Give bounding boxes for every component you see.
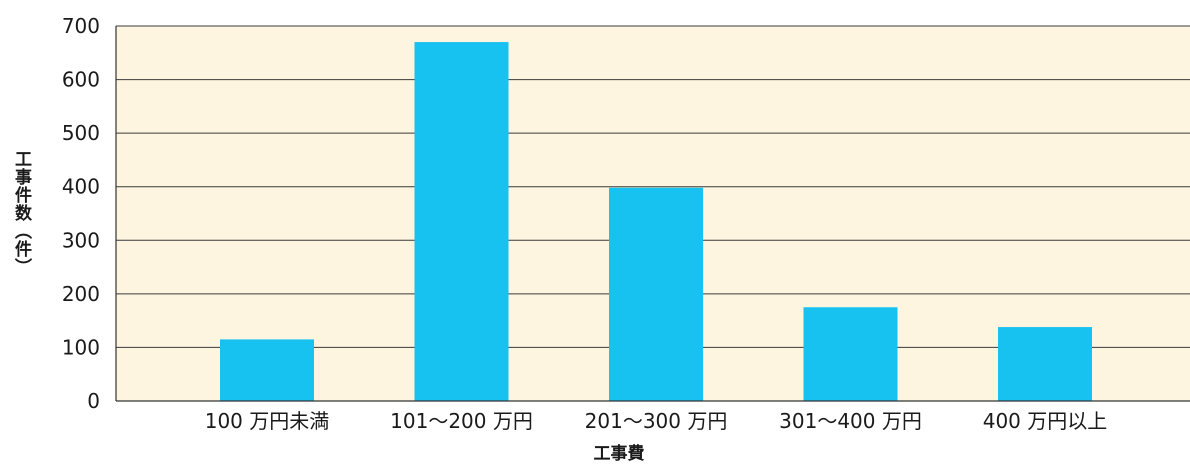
- bar: [998, 327, 1092, 401]
- y-tick-label: 0: [87, 389, 100, 413]
- y-tick-label: 500: [62, 121, 100, 145]
- axes: [115, 26, 1190, 402]
- bars: [220, 42, 1092, 401]
- y-axis-title: 工事件数（件）: [11, 150, 31, 276]
- y-tick-label: 300: [62, 228, 100, 252]
- y-tick-labels: 0 100 200 300 400 500 600 700: [62, 14, 100, 413]
- y-tick-label: 600: [62, 68, 100, 92]
- y-tick-label: 100: [62, 335, 100, 359]
- x-axis-title: 工事費: [594, 443, 645, 464]
- y-tick-label: 700: [62, 14, 100, 38]
- y-tick-label: 200: [62, 282, 100, 306]
- bar: [609, 187, 703, 401]
- bar: [414, 42, 509, 401]
- x-tick-label: 100 万円未満: [205, 409, 330, 433]
- bar: [220, 339, 314, 401]
- x-tick-label: 301～400 万円: [779, 409, 922, 433]
- x-tick-labels: 100 万円未満 101～200 万円 201～300 万円 301～400 万円 40…: [205, 409, 1108, 433]
- y-tick-label: 400: [62, 175, 100, 199]
- x-tick-label: 101～200 万円: [390, 409, 533, 433]
- x-tick-label: 400 万円以上: [983, 409, 1108, 433]
- x-tick-label: 201～300 万円: [585, 409, 728, 433]
- bar: [803, 307, 898, 401]
